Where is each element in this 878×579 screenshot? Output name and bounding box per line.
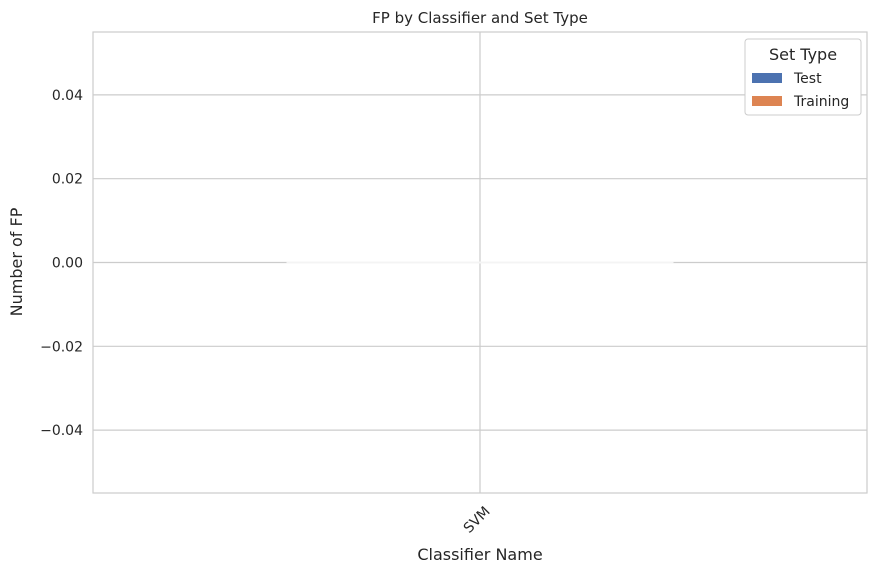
legend: Set Type Test Training <box>745 39 861 115</box>
x-tick-labels: SVM <box>461 504 494 537</box>
y-tick-label: 0.04 <box>52 88 83 104</box>
x-axis-label: Classifier Name <box>417 545 542 564</box>
chart-title: FP by Classifier and Set Type <box>372 9 588 27</box>
y-tick-label: −0.02 <box>40 339 83 355</box>
legend-title: Set Type <box>769 45 837 64</box>
legend-label-test: Test <box>793 71 822 87</box>
y-tick-label: 0.02 <box>52 172 83 188</box>
y-tick-label: 0.00 <box>52 256 83 272</box>
legend-swatch-training <box>752 96 782 106</box>
legend-swatch-test <box>752 73 782 83</box>
y-axis-label: Number of FP <box>7 207 26 316</box>
x-tick-label: SVM <box>461 504 494 537</box>
y-tick-label: −0.04 <box>40 423 83 439</box>
y-tick-labels: −0.04 −0.02 0.00 0.02 0.04 <box>40 88 83 439</box>
legend-label-training: Training <box>793 94 849 110</box>
